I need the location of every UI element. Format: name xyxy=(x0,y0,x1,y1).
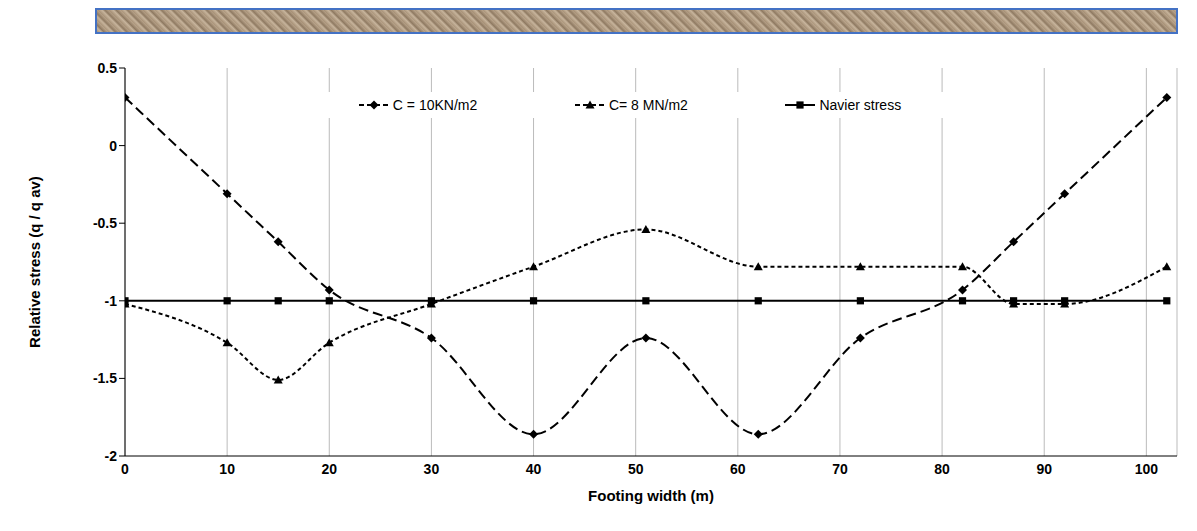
svg-text:60: 60 xyxy=(730,461,746,477)
svg-text:80: 80 xyxy=(934,461,950,477)
svg-text:50: 50 xyxy=(628,461,644,477)
html-text:C = 10KN/m2: C = 10KN/m2 xyxy=(392,97,478,113)
svg-text:Footing width (m): Footing width (m) xyxy=(588,487,714,504)
svg-text:100: 100 xyxy=(1135,461,1159,477)
svg-text:40: 40 xyxy=(526,461,542,477)
svg-text:-2: -2 xyxy=(105,448,118,464)
svg-text:70: 70 xyxy=(832,461,848,477)
svg-text:0.5: 0.5 xyxy=(98,60,118,76)
svg-text:90: 90 xyxy=(1036,461,1052,477)
svg-text:-1: -1 xyxy=(105,293,118,309)
svg-text:30: 30 xyxy=(424,461,440,477)
svg-text:Relative stress (q / q av): Relative stress (q / q av) xyxy=(26,176,43,348)
svg-text:0: 0 xyxy=(121,461,129,477)
svg-text:-0.5: -0.5 xyxy=(93,215,117,231)
svg-text:0: 0 xyxy=(109,138,117,154)
svg-text:-1.5: -1.5 xyxy=(93,370,117,386)
html-text:Navier stress: Navier stress xyxy=(819,97,902,113)
svg-text:20: 20 xyxy=(321,461,337,477)
svg-text:10: 10 xyxy=(219,461,235,477)
html-text:C= 8 MN/m2: C= 8 MN/m2 xyxy=(608,97,688,113)
